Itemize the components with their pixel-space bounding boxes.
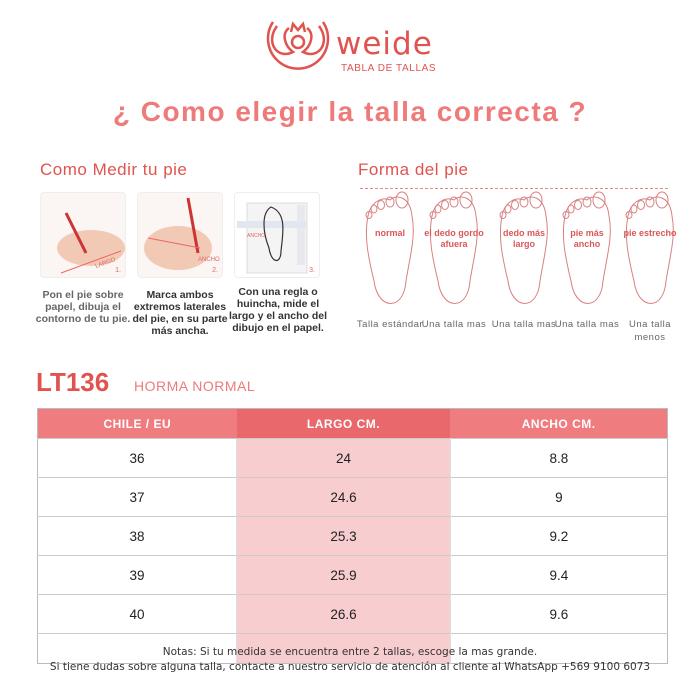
length-cell: 24.6 — [236, 477, 451, 517]
col-header-size: CHILE / EU — [37, 408, 237, 439]
width-cell: 9 — [450, 477, 668, 517]
length-cell: 26.6 — [236, 594, 451, 634]
width-cell: 8.8 — [450, 438, 668, 478]
brand-subtitle: TABLA DE TALLAS — [341, 63, 437, 74]
foot-size-advice: Una talla mas — [421, 319, 487, 330]
toe-line — [360, 188, 668, 189]
col-header-width: ANCHO CM. — [450, 408, 668, 439]
foot-shape-label: el dedo gordo afuera — [424, 228, 484, 249]
foot-shape-label: dedo más largo — [502, 228, 545, 249]
col-header-length: LARGO CM. — [236, 408, 451, 439]
size-cell — [37, 633, 237, 664]
size-cell: 40 — [37, 594, 237, 634]
size-cell: 38 — [37, 516, 237, 556]
foot-outline-icon — [499, 191, 548, 304]
shape-title: Forma del pie — [358, 160, 469, 179]
foot-outline-icon — [562, 191, 611, 304]
foot-shape-label: normal — [374, 228, 405, 238]
weide-logo-icon — [266, 21, 330, 70]
brand-name: weide — [336, 26, 433, 62]
size-cell: 39 — [37, 555, 237, 595]
foot-shape-label: pie estrecho — [623, 228, 677, 238]
length-cell — [236, 633, 451, 664]
step-3-caption: Con una regla o huincha, mide el largo y… — [228, 286, 328, 334]
foot-outline-icon — [365, 191, 414, 304]
size-cell: 36 — [37, 438, 237, 478]
model-code: LT136 — [36, 367, 110, 397]
length-cell: 24 — [236, 438, 451, 478]
table-row: 37 24.6 9 — [37, 477, 668, 517]
size-cell: 37 — [37, 477, 237, 517]
step-2-caption: Marca ambos extremos laterales del pie, … — [132, 289, 228, 337]
width-cell — [450, 633, 668, 664]
foot-size-advice: Una talla mas — [491, 319, 557, 330]
foot-size-advice: Una talla mas — [554, 319, 620, 330]
table-row: 36 24 8.8 — [37, 438, 668, 478]
step-3-image: ANCHO 3. — [234, 192, 320, 278]
width-cell: 9.6 — [450, 594, 668, 634]
step-number: 3. — [309, 267, 315, 274]
step-number: 1. — [115, 267, 121, 274]
width-cell: 9.4 — [450, 555, 668, 595]
foot-outline-icon — [625, 191, 674, 304]
size-table: CHILE / EU LARGO CM. ANCHO CM. 36 24 8.8 37… — [37, 408, 668, 664]
step-tag: ANCHO — [247, 233, 265, 239]
foot-shape-label: pie más ancho — [570, 228, 604, 249]
foot-outline-icon — [429, 191, 478, 304]
length-cell: 25.3 — [236, 516, 451, 556]
width-cell: 9.2 — [450, 516, 668, 556]
step-1-caption: Pon el pie sobre papel, dibuja el contor… — [35, 289, 131, 325]
step-2-image: ANCHO 2. — [137, 192, 223, 278]
page-title: ¿ Como elegir la talla correcta ? — [112, 96, 588, 127]
table-row — [37, 633, 668, 664]
foot-size-advice: Talla estándar — [356, 319, 424, 330]
length-cell: 25.9 — [236, 555, 451, 595]
table-row: 40 26.6 9.6 — [37, 594, 668, 634]
step-tag: ANCHO — [198, 257, 220, 263]
table-row: 38 25.3 9.2 — [37, 516, 668, 556]
table-row: 39 25.9 9.4 — [37, 555, 668, 595]
measure-title: Como Medir tu pie — [40, 160, 188, 179]
step-1-image: LARGO 1. — [40, 192, 126, 278]
fit-type: HORMA NORMAL — [134, 378, 256, 394]
step-number: 2. — [212, 267, 218, 274]
foot-size-advice: Una talla menos — [629, 319, 671, 343]
note-2: Si tiene dudas sobre alguna talla, conta… — [49, 661, 651, 673]
note-1: Notas: Si tu medida se encuentra entre 2… — [162, 646, 538, 658]
